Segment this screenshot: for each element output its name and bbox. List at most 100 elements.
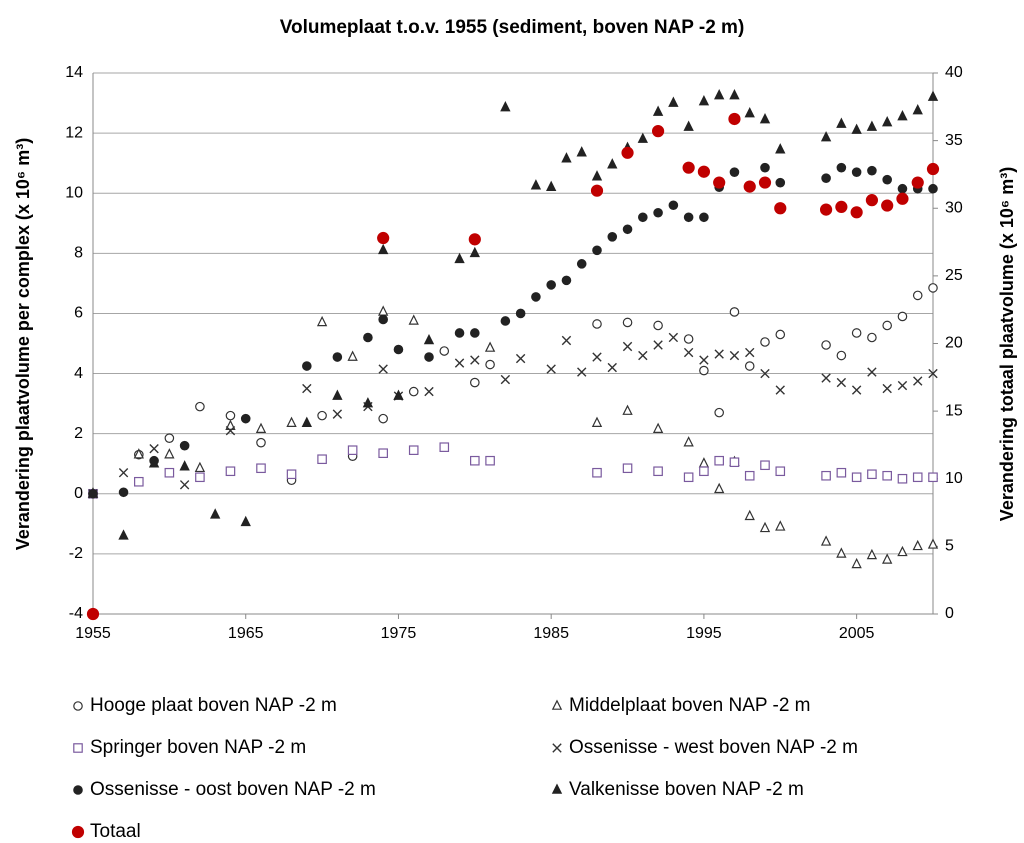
marker bbox=[729, 167, 740, 177]
legend-label: Totaal bbox=[90, 821, 141, 842]
marker bbox=[454, 252, 465, 264]
marker bbox=[928, 283, 938, 293]
y-tick-label: -2 bbox=[69, 545, 83, 562]
marker bbox=[621, 146, 634, 159]
marker bbox=[758, 176, 772, 189]
marker bbox=[592, 352, 602, 362]
marker bbox=[867, 165, 877, 176]
marker bbox=[485, 359, 495, 370]
marker bbox=[927, 538, 939, 549]
marker bbox=[164, 433, 175, 443]
marker bbox=[928, 183, 938, 194]
marker bbox=[653, 340, 663, 350]
marker bbox=[439, 442, 450, 452]
marker bbox=[378, 448, 388, 459]
y-tick-label: 14 bbox=[65, 64, 83, 81]
marker bbox=[164, 467, 175, 478]
marker bbox=[551, 699, 563, 710]
y2-tick-label: 40 bbox=[945, 64, 963, 81]
marker bbox=[408, 314, 419, 325]
marker bbox=[195, 472, 205, 483]
marker bbox=[424, 352, 434, 362]
marker bbox=[393, 344, 404, 355]
x-tick-label: 1955 bbox=[75, 625, 111, 642]
marker bbox=[638, 350, 648, 361]
marker bbox=[836, 117, 847, 128]
marker bbox=[86, 607, 100, 621]
y-tick-label: 0 bbox=[74, 485, 83, 502]
marker bbox=[836, 162, 847, 173]
marker bbox=[423, 333, 435, 345]
marker bbox=[530, 179, 542, 190]
marker bbox=[87, 487, 99, 498]
marker bbox=[332, 389, 343, 400]
marker bbox=[865, 194, 879, 207]
marker bbox=[454, 358, 465, 368]
y2-tick-label: 10 bbox=[945, 470, 963, 487]
marker bbox=[590, 184, 604, 197]
marker bbox=[317, 454, 327, 465]
marker bbox=[866, 548, 878, 560]
marker bbox=[408, 386, 419, 397]
marker bbox=[561, 275, 572, 286]
marker bbox=[591, 416, 603, 427]
marker bbox=[897, 473, 908, 484]
marker bbox=[255, 422, 267, 433]
marker bbox=[622, 224, 633, 235]
marker bbox=[148, 457, 160, 468]
marker bbox=[699, 212, 709, 223]
marker bbox=[775, 329, 786, 340]
marker bbox=[301, 416, 312, 427]
marker bbox=[881, 199, 894, 212]
marker bbox=[699, 365, 709, 376]
marker bbox=[378, 243, 389, 255]
marker bbox=[882, 174, 892, 185]
marker bbox=[683, 472, 694, 483]
marker bbox=[149, 443, 159, 454]
y2-tick-label: 0 bbox=[945, 605, 954, 622]
marker bbox=[194, 461, 206, 473]
legend-label: Hooge plaat boven NAP -2 m bbox=[90, 695, 337, 716]
marker bbox=[546, 180, 557, 192]
marker bbox=[851, 557, 862, 569]
marker bbox=[668, 96, 679, 107]
marker bbox=[927, 90, 939, 101]
marker bbox=[697, 165, 711, 178]
marker bbox=[500, 101, 511, 112]
marker bbox=[317, 410, 327, 421]
marker bbox=[652, 105, 664, 116]
marker bbox=[591, 170, 603, 181]
marker bbox=[729, 350, 740, 361]
marker bbox=[500, 316, 511, 326]
marker bbox=[622, 341, 633, 352]
y-tick-label: -4 bbox=[69, 605, 83, 622]
marker bbox=[377, 231, 390, 245]
y-tick-label: 12 bbox=[65, 124, 83, 141]
marker bbox=[393, 389, 404, 400]
marker bbox=[668, 332, 679, 343]
marker bbox=[363, 332, 373, 343]
marker bbox=[911, 176, 924, 189]
marker bbox=[897, 110, 908, 121]
marker bbox=[821, 470, 831, 481]
marker bbox=[470, 355, 480, 365]
marker bbox=[408, 445, 419, 455]
marker bbox=[347, 350, 358, 361]
marker bbox=[928, 368, 938, 379]
marker bbox=[728, 112, 741, 126]
marker bbox=[912, 472, 923, 483]
y2-tick-label: 20 bbox=[945, 335, 963, 352]
marker bbox=[256, 437, 266, 448]
marker bbox=[164, 448, 175, 459]
marker bbox=[683, 436, 694, 447]
marker bbox=[256, 463, 266, 474]
marker bbox=[743, 180, 756, 193]
marker bbox=[926, 162, 940, 176]
marker bbox=[484, 341, 496, 352]
marker bbox=[897, 545, 908, 557]
marker bbox=[607, 158, 618, 169]
marker bbox=[637, 132, 648, 143]
y-tick-label: 2 bbox=[74, 425, 83, 442]
marker bbox=[240, 515, 251, 527]
